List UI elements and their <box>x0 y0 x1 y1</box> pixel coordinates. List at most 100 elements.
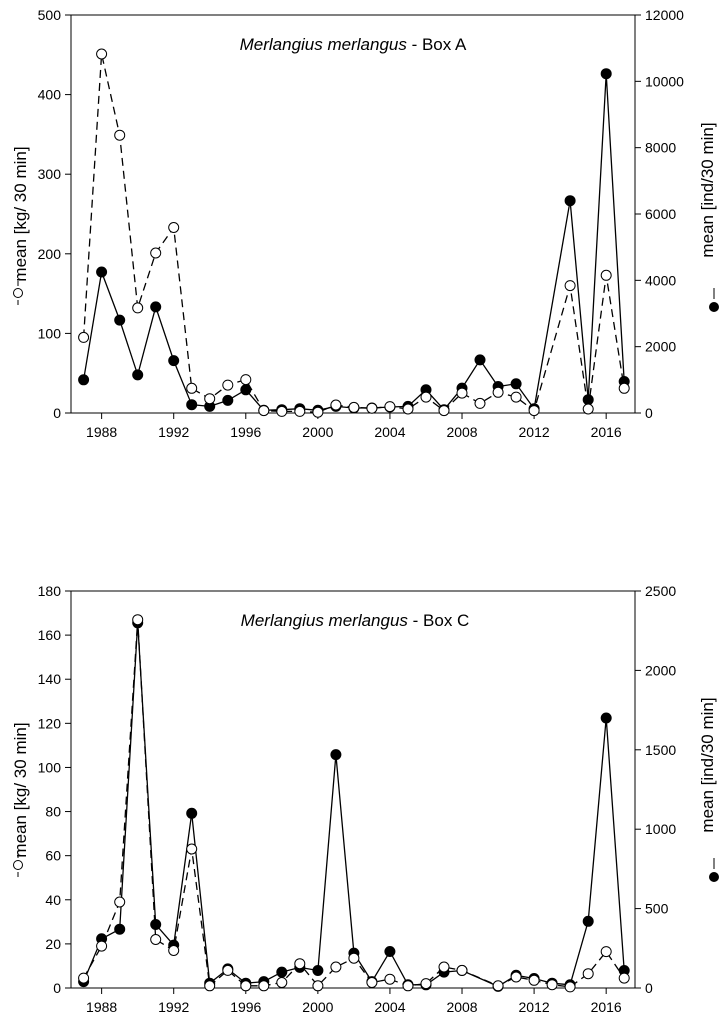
data-point-kg <box>618 382 630 394</box>
y-tick-label-right: 12000 <box>645 7 684 23</box>
x-tick-label: 1988 <box>86 424 117 440</box>
data-point-ind <box>96 266 108 278</box>
data-point-kg <box>384 973 396 985</box>
data-point-kg <box>402 403 414 415</box>
data-point-kg <box>600 269 612 281</box>
x-tick-label: 2012 <box>519 999 550 1015</box>
data-point-ind <box>330 749 342 761</box>
x-tick-label: 2000 <box>302 424 333 440</box>
data-point-ind <box>474 354 486 366</box>
data-point-ind <box>114 923 126 935</box>
data-point-kg <box>114 129 126 141</box>
data-point-kg <box>456 964 468 976</box>
x-tick-label: 2000 <box>302 999 333 1015</box>
y-tick-label-left: 100 <box>38 759 62 775</box>
data-point-kg <box>96 940 108 952</box>
data-point-kg <box>330 399 342 411</box>
data-point-kg <box>204 980 216 992</box>
data-point-kg <box>600 946 612 958</box>
data-point-kg <box>186 382 198 394</box>
y-tick-label-left: 200 <box>38 246 62 262</box>
x-tick-label: 1992 <box>158 999 189 1015</box>
y-tick-label-right: 2000 <box>645 339 676 355</box>
plot-frame <box>70 590 636 989</box>
data-point-kg <box>456 387 468 399</box>
chart-title: Merlangius merlangus - Box A <box>240 35 467 54</box>
data-point-ind <box>78 374 90 386</box>
right-axis-marker-key <box>709 858 719 882</box>
y-tick-label-right: 1500 <box>645 742 676 758</box>
data-point-kg <box>168 945 180 956</box>
data-point-kg <box>276 977 288 988</box>
left-axis-marker-key <box>13 281 23 305</box>
data-point-ind <box>384 946 396 957</box>
data-point-kg <box>204 393 216 405</box>
x-tick-label: 2016 <box>591 424 622 440</box>
y-tick-label-left: 140 <box>38 671 62 687</box>
y-tick-label-left: 180 <box>38 583 62 599</box>
y-tick-label-right: 500 <box>645 901 669 917</box>
data-point-ind <box>186 399 198 411</box>
data-point-ind <box>564 195 576 207</box>
data-point-kg <box>276 405 288 417</box>
y-tick-label-left: 160 <box>38 627 62 643</box>
data-point-kg <box>294 958 306 970</box>
x-tick-label: 2016 <box>591 999 622 1015</box>
axis-ticks: 1988 1992 1996 2000 2004 2008 2012 2016 0 20 40 60 8… <box>38 583 677 1015</box>
data-point-ind <box>114 314 126 326</box>
data-point-ind <box>168 355 180 367</box>
data-point-ind <box>600 712 612 724</box>
data-point-ind <box>150 301 162 313</box>
axis-ticks: 1988 1992 1996 2000 2004 2008 2012 2016 0 100 200 3… <box>38 7 685 440</box>
data-point-kg <box>78 331 90 343</box>
data-point-kg <box>438 961 450 973</box>
data-point-kg <box>528 405 540 417</box>
y-tick-label-left: 40 <box>45 892 61 908</box>
y-tick-label-right: 8000 <box>645 140 676 156</box>
data-point-kg <box>348 952 360 964</box>
right-axis-marker-key <box>709 288 719 312</box>
data-point-kg <box>420 978 432 990</box>
data-point-kg <box>438 405 450 417</box>
data-point-kg <box>96 48 108 60</box>
x-tick-label: 2008 <box>446 999 477 1015</box>
data-point-ind <box>132 369 144 381</box>
data-point-kg <box>150 247 162 259</box>
data-point-kg <box>150 934 162 945</box>
data-point-kg <box>582 968 594 980</box>
data-point-kg <box>618 972 630 984</box>
y-tick-label-right: 2500 <box>645 583 676 599</box>
data-point-ind <box>600 68 612 80</box>
data-point-kg <box>564 280 576 292</box>
data-point-kg <box>510 391 522 403</box>
y-tick-label-right: 4000 <box>645 272 676 288</box>
y-tick-label-left: 0 <box>53 980 61 996</box>
data-point-kg <box>132 302 144 314</box>
data-point-kg <box>222 964 234 976</box>
data-point-kg <box>78 972 90 984</box>
data-point-kg <box>366 402 378 414</box>
chart-title-suffix: - Box A <box>407 35 467 54</box>
y-tick-label-left: 60 <box>45 848 61 864</box>
y-axis-label-left: mean [kg/ 30 min] <box>11 146 30 281</box>
data-point-kg <box>294 405 306 417</box>
data-point-kg <box>114 896 126 908</box>
chart-title-species: Merlangius merlangus <box>240 35 408 54</box>
y-tick-label-right: 0 <box>645 980 653 996</box>
data-point-ind <box>276 966 288 978</box>
y-tick-label-left: 120 <box>38 715 62 731</box>
chart-title-suffix: - Box C <box>408 611 469 630</box>
data-point-kg <box>510 971 522 983</box>
left-axis-marker-key <box>13 853 23 877</box>
y-tick-label-left: 100 <box>38 325 62 341</box>
data-point-kg <box>492 386 504 398</box>
data-point-kg <box>240 980 252 992</box>
data-point-kg <box>312 980 324 992</box>
y-tick-label-left: 500 <box>38 7 62 23</box>
series-layer <box>78 48 630 418</box>
data-point-kg <box>258 980 270 992</box>
data-point-kg <box>240 374 252 386</box>
data-point-kg <box>348 401 360 413</box>
data-point-kg <box>186 843 198 855</box>
